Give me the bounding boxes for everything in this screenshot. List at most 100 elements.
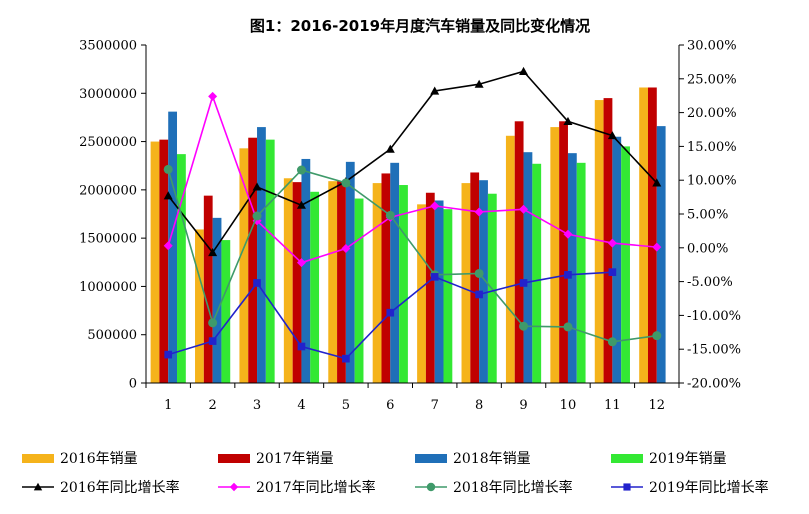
bar [354, 198, 364, 383]
bar [203, 195, 213, 383]
bar [647, 87, 657, 384]
bar [150, 141, 160, 383]
x-tick-label: 1 [164, 398, 172, 413]
bar [443, 209, 453, 383]
y-right-tick-label: 20.00% [687, 106, 737, 121]
x-tick-label: 4 [297, 398, 305, 413]
marker-diamond [474, 207, 484, 217]
legend-label: 2019年销量 [649, 451, 727, 467]
bar [470, 172, 480, 383]
bar [656, 126, 666, 384]
x-tick-label: 3 [253, 398, 261, 413]
marker-triangle [652, 178, 662, 187]
marker-diamond [430, 201, 440, 211]
marker-diamond [607, 238, 617, 248]
bar [567, 153, 577, 383]
legend-label: 2017年销量 [256, 451, 334, 467]
legend-label: 2017年同比增长率 [256, 479, 376, 496]
marker-circle [652, 331, 662, 341]
marker-diamond [519, 204, 529, 214]
y-left-tick-label: 500000 [87, 328, 137, 343]
x-tick-label: 12 [649, 398, 666, 413]
legend-swatch [22, 454, 54, 463]
legend-label: 2016年销量 [60, 451, 138, 467]
bar [372, 183, 382, 383]
bar [425, 192, 435, 383]
y-left-tick-label: 1500000 [79, 232, 137, 247]
y-right-tick-label: -20.00% [687, 377, 741, 392]
bar [417, 204, 426, 383]
marker-square [386, 308, 395, 317]
legend-label: 2018年销量 [453, 451, 531, 467]
marker-triangle [208, 248, 218, 257]
y-right-tick-label: -15.00% [687, 343, 741, 358]
marker-circle [563, 322, 573, 332]
bar [195, 229, 204, 383]
marker-square [623, 483, 631, 491]
legend-label: 2018年同比增长率 [453, 479, 573, 496]
marker-circle [208, 318, 218, 328]
marker-diamond [341, 243, 351, 253]
bar [514, 121, 524, 383]
bar [177, 154, 186, 383]
bar [603, 98, 613, 384]
marker-square [297, 342, 306, 351]
marker-triangle [385, 144, 395, 153]
marker-square [342, 354, 350, 363]
bar [159, 139, 169, 383]
y-left-tick-label: 3000000 [79, 87, 137, 102]
marker-circle [341, 178, 351, 188]
marker-triangle [430, 86, 440, 95]
bar [381, 173, 391, 383]
marker-diamond [296, 258, 306, 268]
marker-circle [252, 211, 262, 221]
bar [461, 183, 471, 383]
bar [301, 158, 311, 383]
legend-label: 2019年同比增长率 [649, 479, 769, 496]
lines-layer [163, 66, 662, 363]
bar [337, 181, 346, 383]
marker-circle [385, 210, 395, 220]
bar [399, 185, 408, 383]
marker-square [564, 271, 572, 279]
chart-title: 图1：2016-2019年月度汽车销量及同比变化情况 [250, 17, 590, 35]
x-tick-label: 7 [431, 398, 439, 413]
marker-triangle [163, 191, 173, 200]
marker-circle [426, 482, 436, 492]
x-tick-label: 6 [386, 398, 394, 413]
bar [550, 127, 560, 383]
y-left-tick-label: 1000000 [79, 280, 137, 295]
y-right-tick-label: 30.00% [687, 39, 737, 54]
bar [248, 137, 258, 383]
bar [523, 152, 533, 383]
marker-diamond [208, 91, 218, 101]
bar [328, 181, 338, 383]
bar [479, 180, 488, 383]
y-left-tick-label: 3500000 [79, 39, 137, 54]
marker-circle [296, 165, 306, 175]
marker-triangle [519, 66, 529, 75]
bar [594, 100, 604, 384]
series-line [167, 169, 657, 343]
y-left-tick-label: 0 [129, 377, 137, 392]
legend-swatch [218, 454, 250, 463]
legend-label: 2016年同比增长率 [60, 479, 180, 496]
bar [239, 148, 249, 383]
marker-diamond [163, 241, 173, 251]
marker-circle [519, 321, 529, 331]
marker-square [253, 279, 261, 287]
y-right-tick-label: 25.00% [687, 72, 737, 87]
marker-triangle [296, 200, 306, 209]
marker-square [164, 350, 173, 359]
bar [283, 178, 293, 383]
bar [532, 163, 542, 383]
legend: 2016年销量 2017年销量 2018年销量 2019年销量 2016年同比增长率 20… [22, 451, 769, 496]
marker-square [475, 290, 483, 299]
marker-square [519, 279, 528, 287]
marker-triangle [252, 182, 262, 191]
x-tick-label: 8 [475, 398, 483, 413]
marker-square [430, 273, 439, 281]
y-right-tick-label: 10.00% [687, 174, 737, 189]
marker-triangle [474, 79, 484, 88]
